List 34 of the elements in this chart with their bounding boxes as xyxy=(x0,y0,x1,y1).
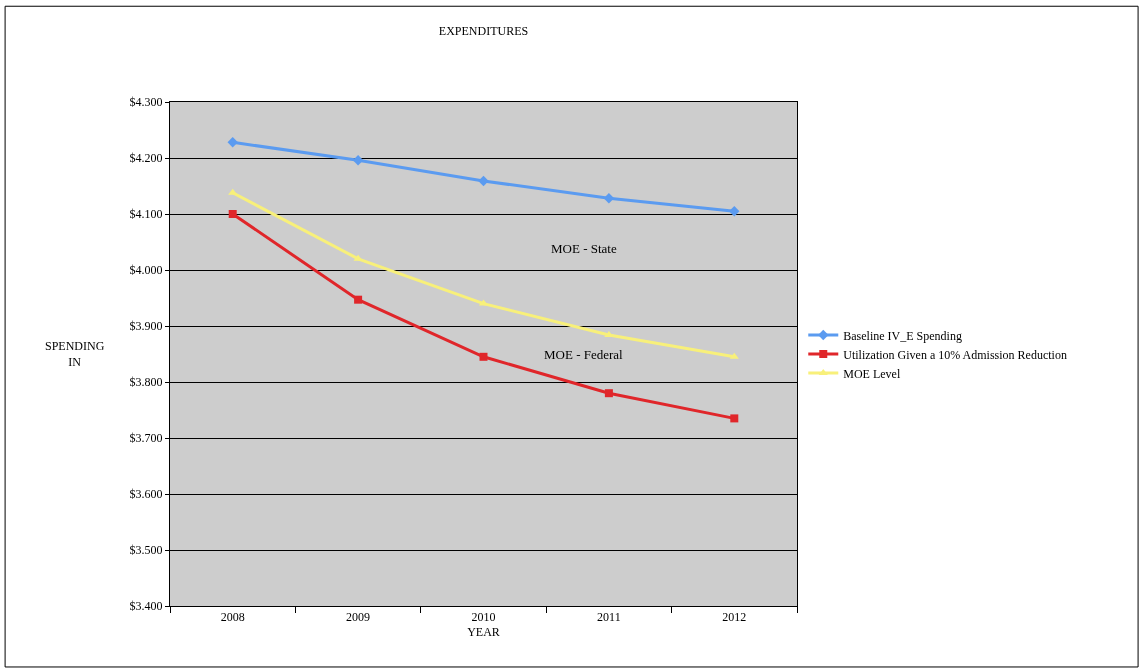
y-tick-label: $4.000 xyxy=(129,263,163,278)
x-tick-label: 2011 xyxy=(597,610,621,625)
legend-label: Utilization Given a 10% Admission Reduction xyxy=(843,347,1067,362)
y-tick-label: $4.200 xyxy=(129,151,163,166)
legend-label: MOE Level xyxy=(843,366,901,381)
point xyxy=(729,206,740,217)
point xyxy=(603,193,615,204)
x-tick-label: 2009 xyxy=(346,610,371,625)
y-tick-label: $3.400 xyxy=(129,599,163,614)
y-tick-label: $3.800 xyxy=(129,375,163,390)
y-tick-label: $4.300 xyxy=(129,95,163,110)
annotation: MOE - Federal xyxy=(544,347,624,362)
point xyxy=(479,352,488,361)
point xyxy=(729,352,739,359)
point xyxy=(227,137,238,148)
point xyxy=(354,295,363,304)
y-axis-title: SPENDING IN xyxy=(45,339,105,369)
point xyxy=(228,210,237,218)
y-tick-label: $3.600 xyxy=(129,487,163,502)
y-tick-label: $3.500 xyxy=(129,543,163,558)
y-tick-label: $4.100 xyxy=(129,207,163,222)
x-axis-title: YEAR xyxy=(467,625,500,640)
x-tick-label: 2010 xyxy=(471,610,496,625)
chart-title: EXPENDITURES xyxy=(438,24,529,39)
y-tick-label: $3.700 xyxy=(129,431,163,446)
legend-label: Baseline IV_E Spending xyxy=(843,328,962,343)
point xyxy=(352,155,364,166)
point xyxy=(730,414,739,423)
annotation: MOE - State xyxy=(551,241,617,256)
point xyxy=(604,389,613,398)
x-tick-label: 2008 xyxy=(220,610,245,625)
x-tick-label: 2012 xyxy=(722,610,747,625)
point xyxy=(478,175,489,187)
y-tick-label: $3.900 xyxy=(129,319,163,334)
